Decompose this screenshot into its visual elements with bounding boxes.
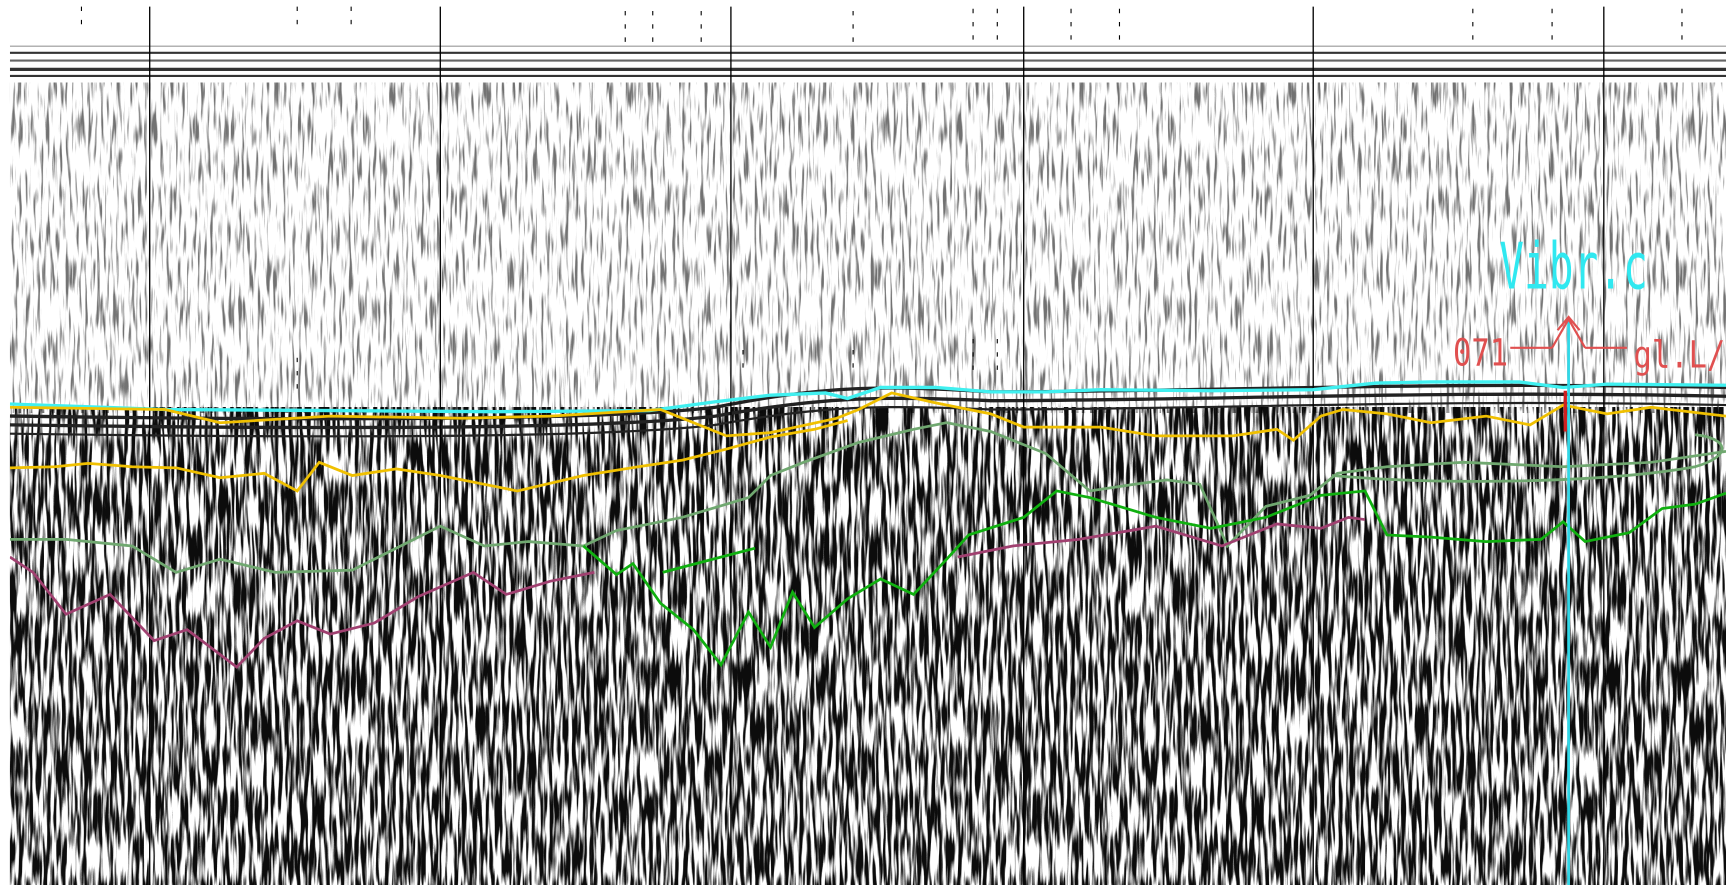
unit-label: gl.L/2	[1634, 333, 1726, 377]
seismic-data: Vibr.c 071 gl.L/2	[10, 7, 1726, 885]
core-label: Vibr.c	[1499, 230, 1648, 304]
line-label: 071	[1453, 330, 1508, 374]
seismic-profile: Vibr.c 071 gl.L/2	[0, 0, 1726, 885]
sediment-noise	[10, 407, 1726, 885]
page: Vibr.c 071 gl.L/2 (() => { const data = …	[0, 0, 1726, 885]
